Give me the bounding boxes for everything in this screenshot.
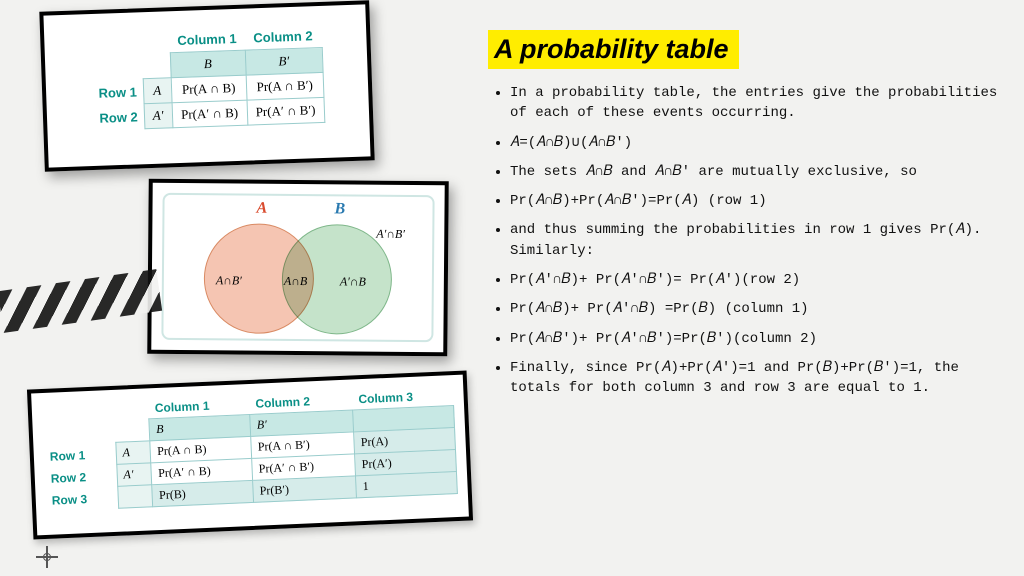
col-sub: B — [170, 50, 246, 78]
crosshair-icon — [36, 546, 58, 568]
col-header: Column 1 — [169, 27, 245, 53]
row-header: Row 3 — [45, 486, 118, 511]
row-header: Row 1 — [90, 79, 144, 106]
prob-table-2x2: Column 1 Column 2 B B′ Row 1 A Pr(A ∩ B)… — [88, 24, 325, 131]
table-cell: Pr(A′ ∩ B) — [172, 100, 248, 128]
text-column: A probability table In a probability tab… — [488, 30, 998, 408]
card-prob-table-2x2: Column 1 Column 2 B B′ Row 1 A Pr(A ∩ B)… — [39, 0, 374, 171]
bullet-item: Finally, since Pr(𝐴)+Pr(𝐴′)=1 and Pr(𝐵)+… — [510, 358, 998, 399]
table-cell: Pr(A′ ∩ B′) — [247, 97, 325, 125]
row-sub: A — [116, 441, 152, 464]
card-venn-diagram: A B A∩B′ A∩B A′∩B A′∩B′ — [147, 179, 449, 357]
bullet-item: Pr(𝐴∩𝐵)+ Pr(𝐴′∩𝐵) =Pr(𝐵) (column 1) — [510, 299, 998, 319]
bullet-item: Pr(𝐴∩𝐵′)+ Pr(𝐴′∩𝐵′)=Pr(𝐵′)(column 2) — [510, 329, 998, 349]
row-header: Row 2 — [91, 104, 145, 131]
washi-tape-decoration — [0, 269, 162, 333]
table-cell: Pr(A ∩ B) — [171, 75, 247, 103]
table-cell: 1 — [356, 472, 458, 498]
venn-label-a: A — [256, 200, 267, 218]
row-sub: A′ — [117, 463, 153, 486]
table-cell: Pr(B′) — [253, 476, 357, 502]
venn-diagram: A B A∩B′ A∩B A′∩B A′∩B′ — [161, 193, 434, 342]
row-header: Row 2 — [44, 464, 117, 489]
col-sub: B′ — [245, 47, 323, 75]
bullet-item: Pr(𝐴∩𝐵)+Pr(𝐴∩𝐵′)=Pr(𝐴) (row 1) — [510, 191, 998, 211]
venn-region: A′∩B — [340, 274, 366, 289]
bullet-item: Pr(𝐴′∩𝐵)+ Pr(𝐴′∩𝐵′)= Pr(𝐴′)(row 2) — [510, 270, 998, 290]
bullet-item: The sets 𝐴∩𝐵 and 𝐴∩𝐵′ are mutually exclu… — [510, 162, 998, 182]
row-sub: A — [143, 78, 172, 104]
bullet-list: In a probability table, the entries give… — [488, 83, 998, 399]
page-title: A probability table — [488, 30, 739, 69]
card-prob-table-3x3: Column 1 Column 2 Column 3 B B′ Row 1 A … — [27, 370, 473, 539]
bullet-item: and thus summing the probabilities in ro… — [510, 220, 998, 261]
bullet-item: 𝐴=(𝐴∩𝐵)∪(𝐴∩𝐵′) — [510, 133, 998, 153]
table-cell: Pr(A ∩ B′) — [246, 72, 324, 100]
prob-table-3x3: Column 1 Column 2 Column 3 B B′ Row 1 A … — [42, 385, 458, 512]
table-cell: Pr(B) — [152, 480, 254, 506]
row-header: Row 1 — [43, 442, 116, 467]
row-sub — [118, 485, 154, 508]
venn-region: A∩B′ — [216, 273, 242, 288]
venn-region: A′∩B′ — [376, 227, 405, 242]
col-header: Column 2 — [244, 24, 322, 50]
venn-region: A∩B — [284, 274, 307, 289]
bullet-item: In a probability table, the entries give… — [510, 83, 998, 124]
row-sub: A′ — [144, 103, 173, 129]
venn-label-b: B — [334, 200, 345, 218]
